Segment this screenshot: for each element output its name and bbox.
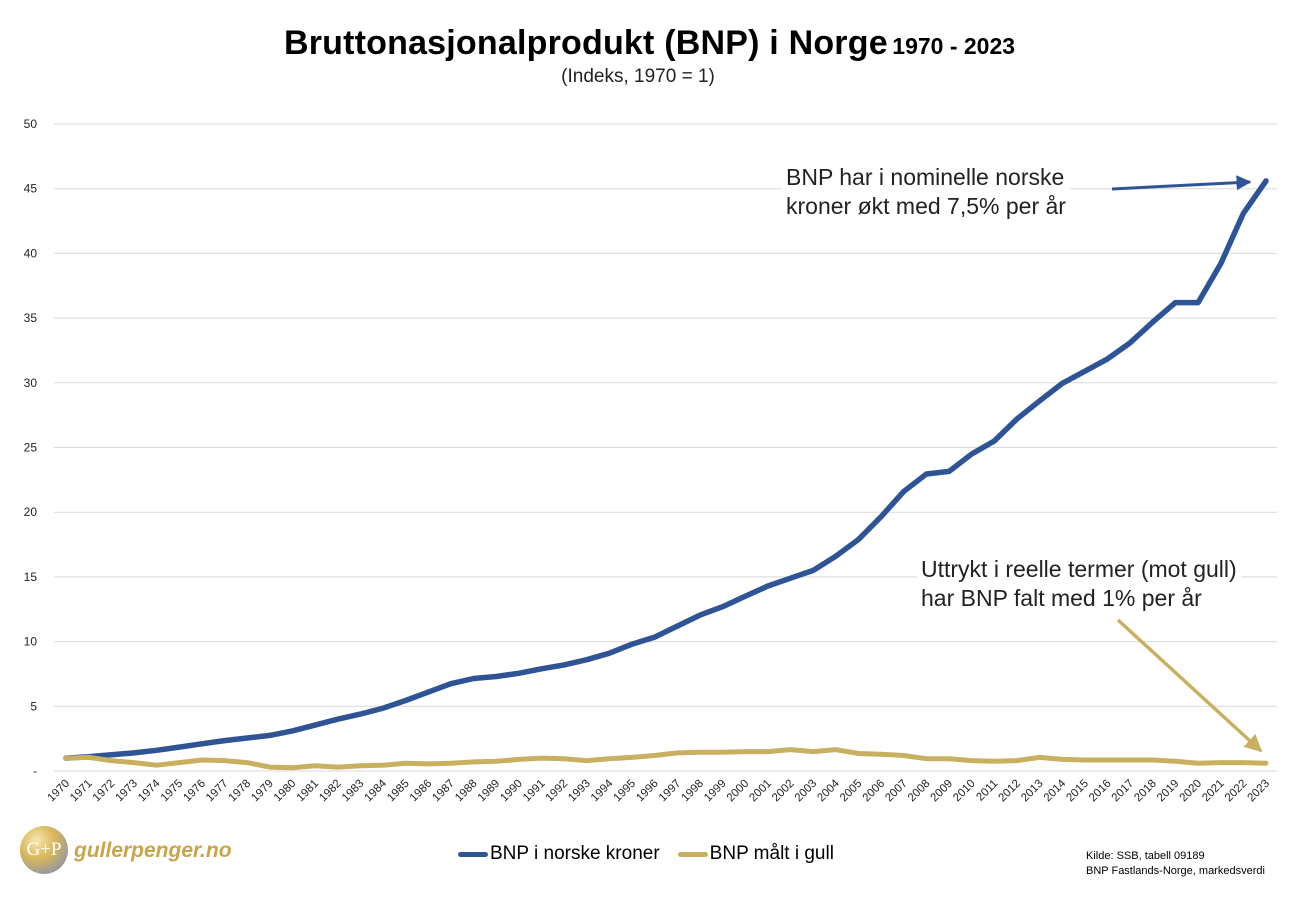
x-tick-label: 1996	[634, 778, 661, 805]
y-tick-label: 40	[24, 246, 38, 260]
x-tick-label: 2004	[815, 777, 842, 804]
chart-subtitle: (Indeks, 1970 = 1)	[561, 66, 715, 87]
source-note: Kilde: SSB, tabell 09189 BNP Fastlands-N…	[1086, 849, 1265, 879]
x-tick-label: 1975	[159, 778, 186, 805]
x-tick-label: 2018	[1132, 778, 1159, 805]
legend-swatch-gold	[677, 851, 708, 857]
x-tick-label: 2010	[951, 778, 978, 805]
annotation-gold: Uttrykt i reelle termer (mot gull) har B…	[917, 555, 1241, 613]
x-tick-label: 1981	[295, 778, 322, 805]
x-tick-label: 2015	[1064, 778, 1091, 805]
x-tick-label: 1983	[340, 778, 367, 805]
x-tick-label: 1986	[408, 778, 435, 805]
x-tick-label: 2006	[861, 778, 888, 805]
x-tick-label: 2017	[1110, 778, 1137, 805]
x-tick-label: 1979	[249, 778, 276, 805]
x-tick-label: 2019	[1155, 778, 1182, 805]
x-tick-label: 1993	[566, 778, 593, 805]
x-tick-label: 1988	[453, 778, 480, 805]
title-main: Bruttonasjonalprodukt (BNP) i Norge	[283, 24, 888, 62]
legend-item-nok: BNP i norske kroner	[458, 843, 660, 865]
annotation-nominal-line2: kroner økt med 7,5% per år	[786, 193, 1066, 219]
legend-label-gold: BNP målt i gull	[709, 843, 834, 864]
x-tick-label: 1998	[680, 778, 707, 805]
x-tick-label: 1970	[46, 778, 73, 805]
legend-item-gold: BNP målt i gull	[677, 843, 834, 865]
x-tick-label: 1976	[181, 778, 208, 805]
x-tick-label: 2002	[770, 778, 797, 805]
source-line1: Kilde: SSB, tabell 09189	[1086, 850, 1205, 862]
x-tick-label: 1977	[204, 778, 231, 805]
y-tick-label: 45	[24, 182, 38, 196]
source-line2: BNP Fastlands-Norge, markedsverdi	[1086, 865, 1265, 877]
annotation-arrow-gold	[1116, 618, 1263, 753]
brand-logo[interactable]: G+P gullerpenger.no	[20, 826, 260, 878]
y-tick-label: 30	[24, 376, 38, 390]
x-tick-label: 2005	[838, 778, 865, 805]
x-tick-label: 1987	[430, 778, 457, 805]
x-tick-label: 1985	[385, 778, 412, 805]
x-tick-label: 1990	[498, 778, 525, 805]
x-tick-label: 1989	[476, 778, 503, 805]
y-tick-label: 15	[24, 570, 38, 584]
y-tick-label: 25	[24, 441, 38, 455]
x-tick-label: 2020	[1178, 778, 1205, 805]
y-tick-label: -	[33, 764, 37, 778]
x-tick-label: 2016	[1087, 778, 1114, 805]
series-line-nok	[63, 178, 1269, 761]
x-tick-label: 2007	[883, 778, 910, 805]
chart-title: Bruttonasjonalprodukt (BNP) i Norge 1970…	[0, 24, 1299, 63]
x-tick-label: 1980	[272, 778, 299, 805]
y-tick-label: 50	[24, 117, 38, 131]
title-range: 1970 - 2023	[892, 33, 1016, 59]
x-tick-label: 1974	[136, 777, 163, 804]
y-axis-ticks: - 5 10 15 20 25 30 35 40 45 50	[24, 117, 38, 778]
x-tick-label: 2021	[1200, 778, 1227, 805]
annotation-nominal-line1: BNP har i nominelle norske	[786, 164, 1065, 190]
x-tick-label: 1992	[544, 778, 571, 805]
x-tick-label: 2023	[1246, 778, 1273, 805]
x-tick-label: 2001	[747, 778, 774, 805]
x-tick-label: 1991	[521, 778, 548, 805]
series-lines	[63, 178, 1269, 771]
grid-lines	[54, 123, 1277, 772]
x-tick-label: 2003	[793, 778, 820, 805]
y-tick-label: 10	[24, 635, 38, 649]
y-tick-label: 5	[30, 699, 37, 713]
x-tick-label: 1973	[113, 778, 140, 805]
series-line-gold	[63, 747, 1269, 771]
x-tick-label: 2013	[1019, 778, 1046, 805]
annotation-arrow-nominal	[1111, 175, 1252, 191]
annotation-nominal: BNP har i nominelle norske kroner økt me…	[782, 163, 1070, 221]
x-tick-label: 1982	[317, 778, 344, 805]
x-tick-label: 1997	[657, 778, 684, 805]
annotation-gold-line2: har BNP falt med 1% per år	[921, 585, 1202, 611]
x-tick-label: 1994	[589, 777, 616, 804]
x-tick-label: 1978	[227, 778, 254, 805]
logo-text: gullerpenger.no	[74, 839, 232, 862]
x-tick-label: 2014	[1042, 777, 1069, 804]
legend-label-nok: BNP i norske kroner	[490, 843, 660, 864]
x-tick-label: 2009	[929, 778, 956, 805]
x-tick-label: 2022	[1223, 778, 1250, 805]
y-tick-label: 20	[24, 505, 38, 519]
x-axis-ticks: 1970197119721973197419751976197719781979…	[46, 777, 1273, 804]
x-tick-label: 1984	[363, 777, 390, 804]
legend-swatch-nok	[458, 851, 488, 857]
chart-legend: BNP i norske kroner BNP målt i gull	[458, 843, 834, 865]
x-tick-label: 2011	[974, 778, 1000, 804]
x-tick-label: 1971	[68, 778, 95, 805]
x-tick-label: 1972	[91, 778, 118, 805]
annotation-gold-line1: Uttrykt i reelle termer (mot gull)	[921, 556, 1237, 582]
x-tick-label: 2008	[906, 778, 933, 805]
logo-coin-icon	[20, 826, 68, 874]
x-tick-label: 1999	[702, 778, 729, 805]
x-tick-label: 2000	[725, 778, 752, 805]
x-tick-label: 1995	[612, 778, 639, 805]
y-tick-label: 35	[24, 311, 38, 325]
x-tick-label: 2012	[996, 778, 1023, 805]
logo-mark: G+P	[26, 839, 62, 860]
